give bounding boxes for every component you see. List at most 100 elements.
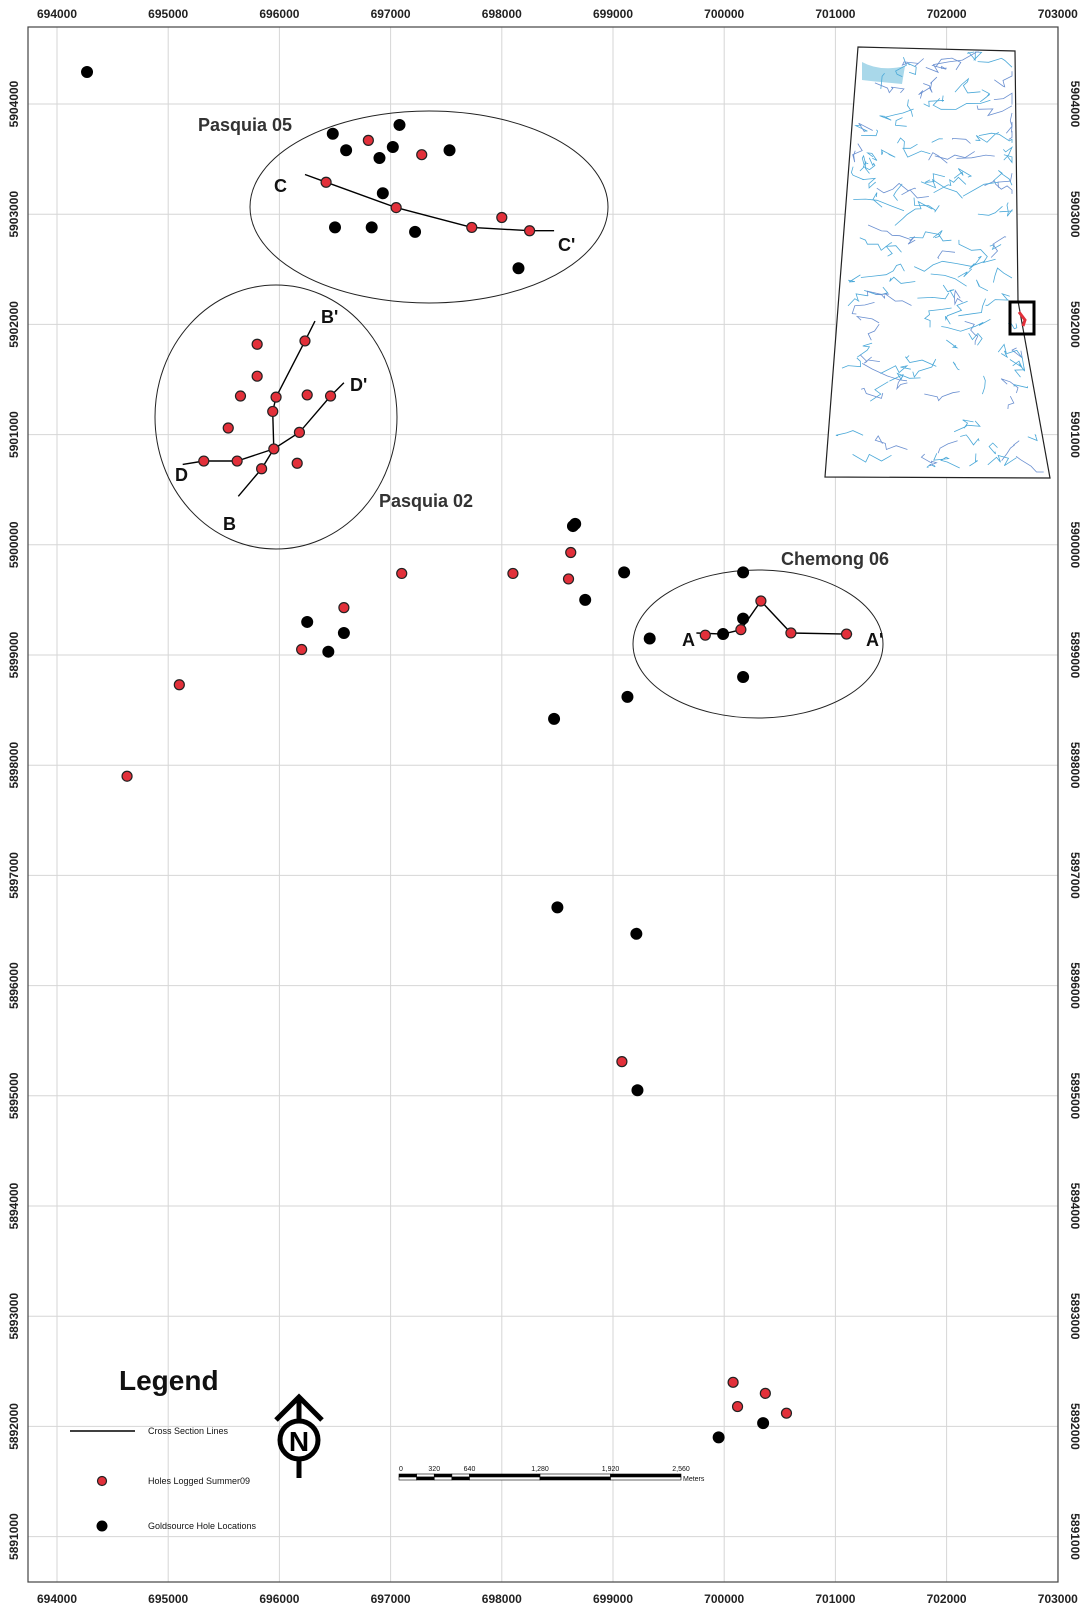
y-tick-label-right: 5899000 <box>1068 632 1082 679</box>
goldsource-hole <box>712 1431 725 1444</box>
logged-hole <box>299 335 311 347</box>
y-tick-label-right: 5898000 <box>1068 742 1082 789</box>
y-tick-label-left: 5900000 <box>7 521 21 568</box>
goldsource-hole <box>393 118 406 131</box>
logged-hole <box>759 1387 771 1399</box>
logged-hole <box>234 390 247 402</box>
goldsource-hole <box>618 566 631 579</box>
goldsource-hole <box>340 144 353 157</box>
logged-hole <box>251 338 263 350</box>
exploration-area-outlines <box>154 110 884 719</box>
legend-black-hole-symbol <box>96 1520 108 1532</box>
north-arrow-letter: N <box>289 1426 309 1457</box>
goldsource-hole <box>621 690 634 703</box>
scale-bar-unit: Meters <box>683 1476 705 1483</box>
logged-hole <box>251 370 263 382</box>
logged-hole <box>338 602 350 614</box>
cross-section-lines <box>182 173 853 635</box>
goldsource-hole <box>737 671 750 684</box>
area-label-pasquia-02: Pasquia 02 <box>379 491 473 511</box>
logged-hole <box>727 1376 739 1388</box>
section-label-b-prime: B' <box>321 307 338 327</box>
logged-hole <box>270 391 282 403</box>
y-tick-label-left: 5903000 <box>7 191 21 238</box>
logged-hole <box>267 405 279 418</box>
logged-hole <box>256 463 268 475</box>
x-tick-label-bottom: 702000 <box>927 1592 967 1606</box>
y-tick-label-right: 5892000 <box>1068 1403 1082 1450</box>
goldsource-hole <box>757 1417 770 1430</box>
logged-hole <box>268 443 280 455</box>
x-tick-label-bottom: 696000 <box>259 1592 299 1606</box>
y-tick-label-left: 5898000 <box>7 742 21 789</box>
legend-title: Legend <box>119 1365 219 1396</box>
area-label-pasquia-05: Pasquia 05 <box>198 115 292 135</box>
y-tick-label-left: 5892000 <box>7 1403 21 1450</box>
logged-hole <box>735 624 747 636</box>
x-tick-label-bottom: 698000 <box>482 1592 522 1606</box>
north-arrow: N <box>274 1393 324 1478</box>
scale-bar-label: 2,560 <box>672 1466 690 1473</box>
y-tick-label-left: 5893000 <box>7 1293 21 1340</box>
y-tick-label-right: 5897000 <box>1068 852 1082 899</box>
x-tick-label-bottom: 703000 <box>1038 1592 1078 1606</box>
x-tick-label-top: 696000 <box>259 7 299 21</box>
goldsource-hole <box>337 626 350 639</box>
inset-lake <box>862 62 905 84</box>
ellipse-pasquia-02 <box>154 284 398 550</box>
logged-hole <box>222 422 234 434</box>
x-tick-label-top: 703000 <box>1038 7 1078 21</box>
legend-label-cross-section: Cross Section Lines <box>148 1426 229 1436</box>
logged-hole <box>507 567 519 580</box>
y-tick-label-right: 5896000 <box>1068 962 1082 1009</box>
x-tick-label-bottom: 701000 <box>815 1592 855 1606</box>
logged-hole <box>699 629 711 641</box>
goldsource-hole <box>409 225 422 238</box>
logged-hole <box>390 201 402 214</box>
y-tick-label-right: 5904000 <box>1068 81 1082 128</box>
section-label-b: B <box>223 514 236 534</box>
cross-section-line-cc <box>304 173 555 232</box>
goldsource-hole <box>512 262 525 275</box>
goldsource-hole <box>630 927 643 940</box>
ellipse-pasquia-05 <box>249 110 609 304</box>
logged-hole <box>731 1400 744 1413</box>
section-label-d: D <box>175 465 188 485</box>
goldsource-hole <box>373 151 386 164</box>
x-tick-label-bottom: 697000 <box>371 1592 411 1606</box>
ellipse-chemong-06 <box>632 569 884 719</box>
x-tick-label-bottom: 700000 <box>704 1592 744 1606</box>
section-label-a-prime: A' <box>866 630 883 650</box>
y-tick-label-right: 5891000 <box>1068 1513 1082 1560</box>
section-label-a: A <box>682 630 695 650</box>
goldsource-hole <box>376 187 389 200</box>
legend-label-goldsource: Goldsource Hole Locations <box>148 1521 257 1531</box>
goldsource-hole <box>643 632 656 645</box>
x-tick-label-top: 694000 <box>37 7 77 21</box>
logged-hole <box>320 176 332 188</box>
legend-label-holes-logged: Holes Logged Summer09 <box>148 1476 250 1486</box>
y-tick-label-right: 5901000 <box>1068 411 1082 458</box>
logged-hole <box>616 1056 628 1068</box>
legend: Legend Cross Section Lines Holes Logged … <box>70 1365 257 1532</box>
goldsource-hole <box>301 615 314 628</box>
goldsource-hole <box>717 628 730 641</box>
y-tick-label-right: 5903000 <box>1068 191 1082 238</box>
logged-hole <box>780 1407 793 1419</box>
scale-bar-label: 640 <box>464 1466 476 1473</box>
goldsource-hole <box>386 140 399 153</box>
area-label-chemong-06: Chemong 06 <box>781 549 889 569</box>
x-tick-label-top: 701000 <box>815 7 855 21</box>
logged-hole <box>785 627 797 639</box>
logged-hole <box>173 679 185 691</box>
x-tick-label-bottom: 694000 <box>37 1592 77 1606</box>
y-tick-label-left: 5896000 <box>7 962 21 1009</box>
logged-hole <box>324 390 337 402</box>
inset-locator-map <box>824 46 1051 479</box>
logged-hole <box>293 426 306 438</box>
inset-study-area-box <box>1008 300 1036 336</box>
y-tick-label-left: 5894000 <box>7 1182 21 1229</box>
y-tick-label-left: 5895000 <box>7 1072 21 1119</box>
drill-holes <box>81 66 853 1444</box>
